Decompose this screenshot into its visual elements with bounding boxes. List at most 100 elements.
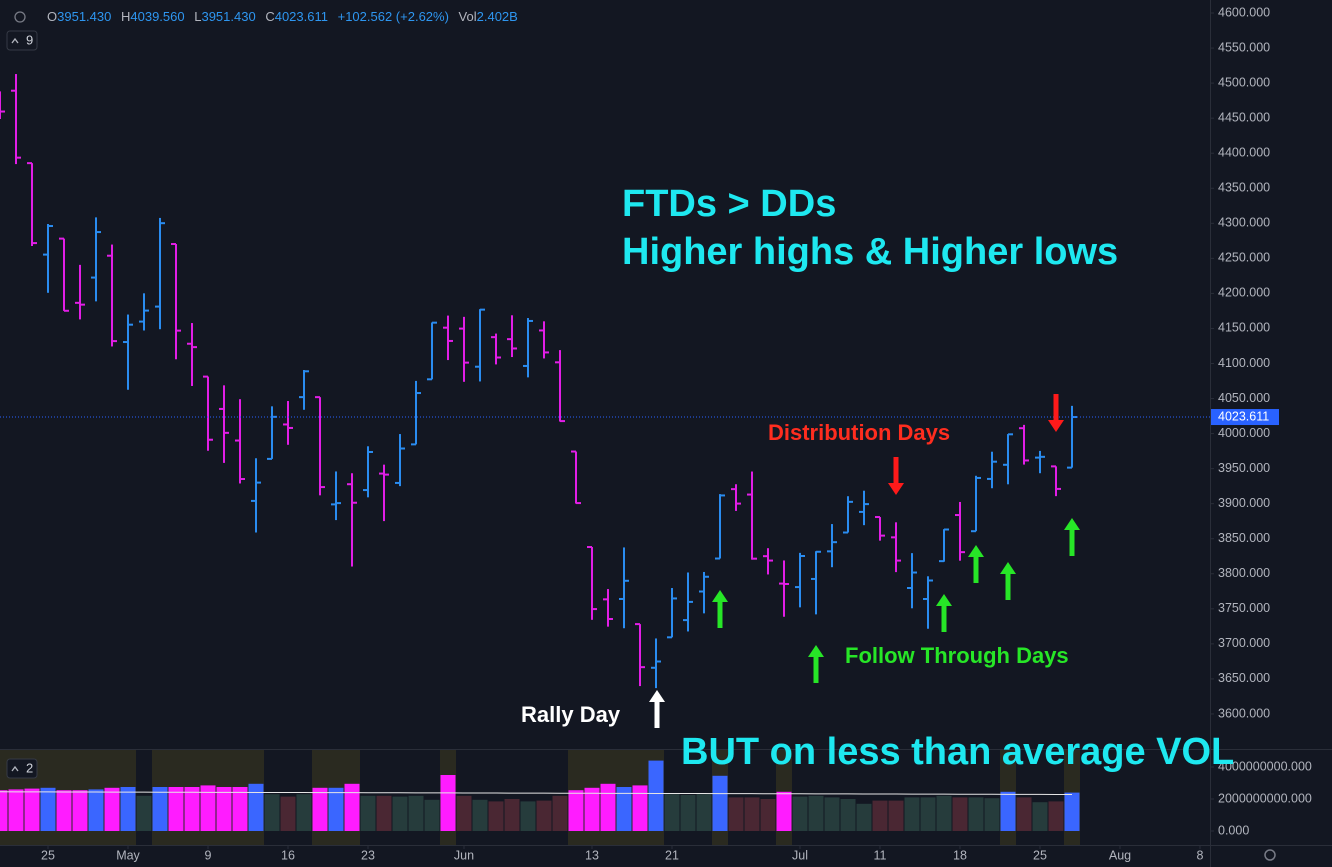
y-tick-label: 3900.000 bbox=[1218, 496, 1270, 510]
x-tick-label: 18 bbox=[953, 848, 967, 862]
legend-value: 3951.430 bbox=[57, 9, 112, 24]
volume-bar bbox=[360, 795, 376, 831]
volume-bar bbox=[200, 785, 216, 831]
volume-bar bbox=[824, 797, 840, 831]
annotation: BUT on less than average VOL bbox=[681, 731, 1234, 773]
legend-label: L bbox=[194, 9, 202, 24]
ohlc-bar bbox=[443, 315, 453, 361]
ftd-arrow bbox=[936, 594, 952, 632]
chevron bbox=[11, 765, 19, 772]
y-tick-label: 4150.000 bbox=[1218, 321, 1270, 335]
ohlc-bar bbox=[91, 217, 101, 302]
x-tick-label: 8 bbox=[1197, 848, 1204, 862]
y-tick-label: 4200.000 bbox=[1218, 286, 1270, 300]
volume-bar bbox=[72, 790, 88, 831]
y-tick-label: 4450.000 bbox=[1218, 110, 1270, 124]
volume-bar bbox=[808, 795, 824, 831]
ohlc-bar bbox=[555, 350, 565, 423]
ohlc-bar bbox=[251, 458, 261, 533]
volume-bar bbox=[40, 787, 56, 831]
settings-icon[interactable] bbox=[1264, 849, 1276, 861]
volume-bar bbox=[712, 775, 728, 831]
volume-bar bbox=[280, 796, 296, 831]
y-tick-label: 3800.000 bbox=[1218, 566, 1270, 580]
last-price-label: 4023.611 bbox=[1218, 409, 1269, 423]
volume-bar bbox=[424, 799, 440, 831]
pane-toggle-box[interactable] bbox=[6, 30, 38, 51]
volume-bar bbox=[440, 775, 456, 831]
volume-bar bbox=[504, 799, 520, 831]
ohlc-bar bbox=[939, 528, 949, 563]
volume-bar bbox=[1064, 792, 1080, 831]
y-tick-label: 4250.000 bbox=[1218, 251, 1270, 265]
ohlc-bar bbox=[235, 399, 245, 484]
legend-label: H bbox=[120, 9, 131, 24]
volume-bar bbox=[984, 798, 1000, 831]
ohlc-bar bbox=[139, 293, 149, 331]
ohlc-bar bbox=[299, 369, 309, 410]
volume-bar bbox=[328, 787, 344, 831]
y-tick-label: 4600.000 bbox=[1218, 5, 1270, 19]
ohlc-bar bbox=[795, 552, 805, 608]
legend-label: Vol bbox=[458, 9, 477, 24]
volume-bar bbox=[792, 796, 808, 831]
ohlc-bar bbox=[315, 396, 325, 496]
volume-bar bbox=[408, 795, 424, 831]
volume-bar bbox=[568, 790, 584, 831]
ohlc-bar bbox=[123, 314, 133, 390]
volume-bar bbox=[88, 789, 104, 831]
y-tick-label: 3600.000 bbox=[1218, 706, 1270, 720]
volume-bar bbox=[600, 783, 616, 831]
ohlc-bar bbox=[1035, 450, 1045, 474]
pane-toggle-box[interactable] bbox=[6, 758, 38, 779]
x-tick-label: Jun bbox=[454, 848, 474, 862]
ohlc-bar bbox=[923, 576, 933, 629]
annotation: Rally Day bbox=[521, 702, 621, 727]
x-tick-label: 9 bbox=[205, 848, 212, 862]
ohlc-bar bbox=[907, 553, 917, 609]
volume-bar bbox=[520, 801, 536, 831]
volume-bar bbox=[776, 791, 792, 831]
volume-bar bbox=[392, 796, 408, 831]
volume-bar bbox=[264, 794, 280, 831]
ohlc-bar bbox=[331, 471, 341, 521]
x-tick-label: 11 bbox=[874, 848, 887, 862]
ohlc-bar bbox=[203, 375, 213, 451]
axes: 3600.000 3650.000 3700.000 3750.000 3800.000… bbox=[41, 5, 1312, 862]
ohlc-bar bbox=[427, 321, 437, 381]
volume-bar bbox=[920, 797, 936, 831]
legend-value: 4023.611 bbox=[274, 9, 328, 24]
ohlc-bar bbox=[747, 471, 757, 560]
volume-bar bbox=[24, 788, 40, 831]
ohlc-bar bbox=[43, 223, 53, 293]
ohlc-bar bbox=[283, 401, 293, 445]
volume-bar bbox=[616, 787, 632, 831]
volume-bar bbox=[152, 787, 168, 831]
volume-bar bbox=[536, 800, 552, 831]
ohlc-bar bbox=[955, 501, 965, 561]
legend-change: +102.562 (+2.62%) bbox=[337, 9, 449, 24]
gear[interactable] bbox=[1264, 849, 1276, 861]
volume-bar bbox=[760, 799, 776, 831]
volume-bar bbox=[296, 794, 312, 831]
pane-toggle[interactable]: 9 bbox=[6, 30, 38, 51]
volume-bar bbox=[216, 787, 232, 831]
volume-bar bbox=[184, 787, 200, 831]
ohlc-bar bbox=[59, 237, 69, 312]
y-tick-label: 3700.000 bbox=[1218, 636, 1270, 650]
pane-count: 9 bbox=[26, 32, 33, 47]
y-tick-label: 3850.000 bbox=[1218, 531, 1270, 545]
volume-bar bbox=[648, 760, 664, 831]
volume-tick-label: 4000000000.000 bbox=[1218, 759, 1312, 773]
ohlc-bar bbox=[171, 243, 181, 360]
ohlc-bar bbox=[587, 546, 597, 620]
ohlc-bar bbox=[715, 494, 725, 560]
ohlc-bar bbox=[811, 550, 821, 615]
ohlc-bar bbox=[491, 333, 501, 365]
ohlc-bar bbox=[507, 315, 517, 358]
volume-pane-toggle[interactable]: 2 bbox=[6, 758, 38, 779]
status-icon[interactable] bbox=[14, 11, 26, 23]
dd-arrow bbox=[888, 457, 904, 495]
y-tick-label: 4300.000 bbox=[1218, 216, 1270, 230]
volume-bar bbox=[232, 787, 248, 831]
